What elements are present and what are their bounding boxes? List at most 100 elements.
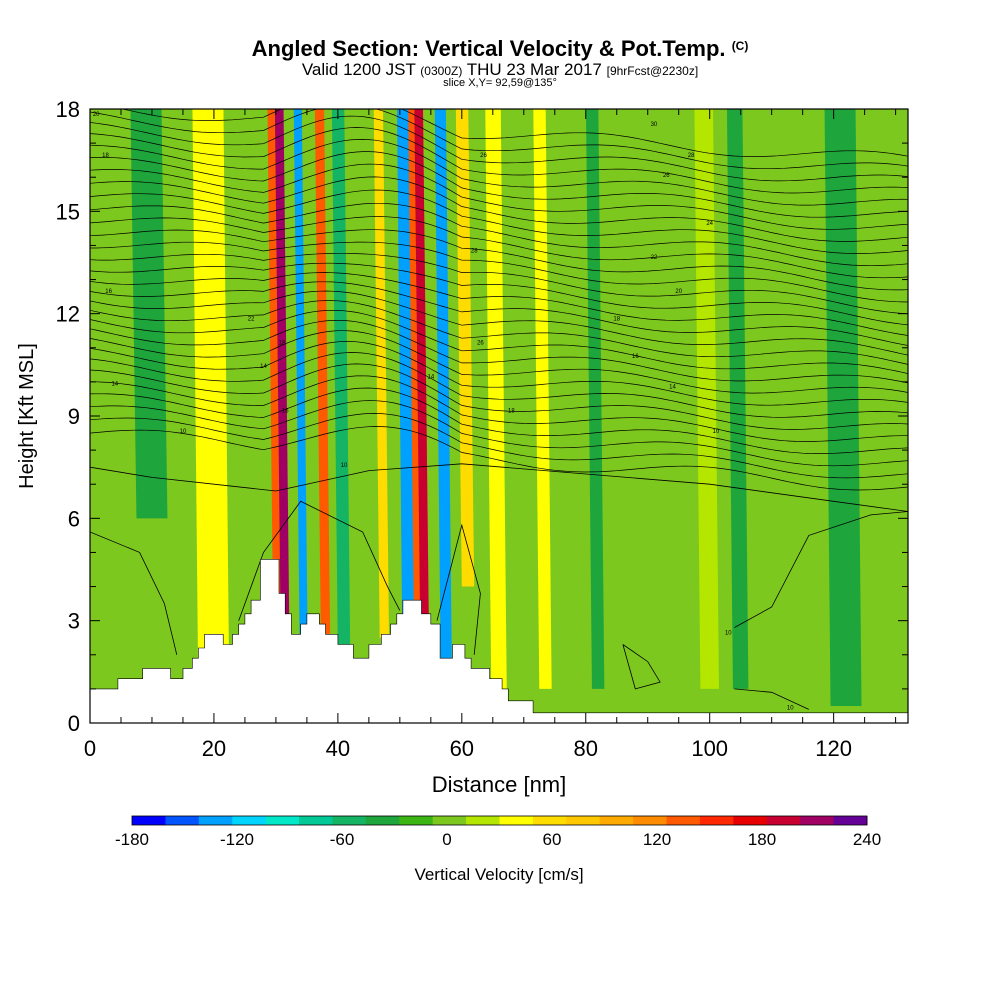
colorbar-swatch — [332, 816, 367, 825]
y-tick-label: 18 — [56, 97, 80, 122]
isentrope-line — [90, 115, 908, 182]
colorbar-swatch — [833, 816, 868, 825]
x-axis: 0 20 40 60 80 100 120 — [84, 109, 897, 761]
isentrope-line — [90, 413, 908, 479]
colorbar-tick-label: 60 — [543, 830, 562, 849]
colorbar-swatch — [499, 816, 534, 825]
isentrope-line — [436, 523, 481, 655]
velocity-band — [726, 109, 749, 689]
velocity-band — [331, 109, 351, 655]
velocity-band — [533, 109, 552, 689]
colorbar-swatch — [633, 816, 668, 825]
isentrope-line — [90, 363, 908, 430]
x-tick-label: 20 — [202, 736, 226, 761]
isentrope-line — [622, 644, 661, 690]
y-axis: 0 3 6 9 12 15 18 — [56, 97, 908, 736]
colorbar-tick-label: 120 — [643, 830, 671, 849]
isentrope-label: 14 — [111, 381, 118, 387]
colorbar-swatch — [666, 816, 701, 825]
isentrope-line — [90, 189, 908, 254]
isentrope-line — [90, 330, 908, 394]
isentrope-label: 22 — [248, 316, 255, 322]
isentrope-line — [90, 352, 908, 418]
colorbar-label: Vertical Velocity [cm/s] — [414, 865, 583, 884]
colorbar-swatch — [466, 816, 500, 825]
isentrope-line — [90, 151, 908, 218]
x-tick-label: 60 — [450, 736, 474, 761]
colorbar-swatch — [532, 816, 567, 825]
isentrope-line — [90, 163, 908, 230]
y-axis-label: Height [Kft MSL] — [16, 343, 38, 489]
isentrope-label: 16 — [105, 289, 112, 295]
isentrope-line — [90, 216, 908, 279]
isentrope-label: 18 — [102, 153, 109, 159]
velocity-band — [373, 109, 390, 638]
isentrope-line — [90, 252, 908, 315]
colorbar-swatch — [299, 816, 333, 825]
isentrope-label: 18 — [508, 409, 515, 415]
slice-label: slice X,Y= 92,59@135° — [443, 77, 557, 89]
isentrope-label: 26 — [480, 153, 487, 159]
x-axis-label: Distance [nm] — [432, 772, 567, 797]
colorbar-swatch — [800, 816, 835, 825]
colorbar-swatch — [399, 816, 434, 825]
subtitle-date: THU 23 Mar 2017 — [466, 60, 602, 79]
chart-title: Angled Section: Vertical Velocity & Pot.… — [0, 36, 1000, 62]
velocity-band — [130, 109, 168, 519]
isentrope-label: 14 — [260, 364, 267, 370]
isentrope-line — [90, 531, 178, 655]
velocity-band — [293, 109, 308, 655]
x-tick-label: 40 — [326, 736, 350, 761]
colorbar-swatch — [365, 816, 400, 825]
subtitle-forecast: [9hrFcst@2230z] — [606, 64, 699, 78]
isentrope-label: 22 — [651, 255, 658, 261]
isentrope-label: 28 — [688, 153, 695, 159]
y-tick-label: 6 — [68, 506, 80, 531]
colorbar-swatch — [733, 816, 768, 825]
colorbar-swatch — [599, 816, 634, 825]
x-tick-label: 100 — [691, 736, 728, 761]
title-copyright: (C) — [731, 39, 749, 53]
y-tick-label: 3 — [68, 609, 80, 634]
isentrope-line — [90, 290, 908, 356]
colorbar-swatch — [566, 816, 601, 825]
plot-area: 20 18 16 14 10 22 14 18 16 10 14 26 28 26 18 18 16 14 10 30… — [90, 109, 908, 723]
velocity-band — [455, 109, 475, 587]
colorbar-tick-label: -120 — [220, 830, 254, 849]
colorbar: -180 -120 -60 0 60 120 180 240 — [115, 815, 881, 849]
velocity-band — [824, 109, 862, 706]
isentrope-label: 20 — [93, 112, 100, 118]
isentrope-line — [90, 375, 908, 442]
isentrope-line — [90, 262, 908, 326]
colorbar-swatch — [432, 816, 467, 825]
colorbar-swatch — [165, 816, 200, 825]
isentrope-label: 30 — [651, 122, 658, 128]
isentrope-line — [90, 463, 908, 512]
isentrope-line — [90, 139, 908, 206]
velocity-bands — [130, 109, 862, 706]
isentrope-label: 10 — [787, 705, 794, 711]
colorbar-tick-label: 180 — [748, 830, 776, 849]
x-tick-label: 120 — [815, 736, 852, 761]
y-tick-label: 0 — [68, 711, 80, 736]
isentrope-line — [90, 272, 908, 336]
isentrope-label: 14 — [427, 374, 434, 380]
velocity-band — [434, 109, 452, 672]
isentrope-line — [90, 109, 908, 170]
x-tick-label: 80 — [574, 736, 598, 761]
isentrope-label: 10 — [725, 630, 732, 636]
colorbar-swatch — [232, 816, 267, 825]
y-tick-label: 12 — [56, 302, 80, 327]
isentrope-line — [90, 400, 908, 467]
isentrope-line — [90, 176, 908, 242]
isentrope-line — [90, 426, 908, 491]
isentrope-line — [90, 241, 908, 303]
colorbar-swatch — [132, 816, 166, 825]
isentrope-label: 16 — [282, 409, 289, 415]
subtitle-valid: Valid 1200 JST — [301, 60, 416, 79]
isentrope-label: 18 — [613, 316, 620, 322]
velocity-band — [314, 109, 331, 638]
isentrope-line — [734, 511, 908, 628]
isentrope-line — [90, 202, 908, 267]
